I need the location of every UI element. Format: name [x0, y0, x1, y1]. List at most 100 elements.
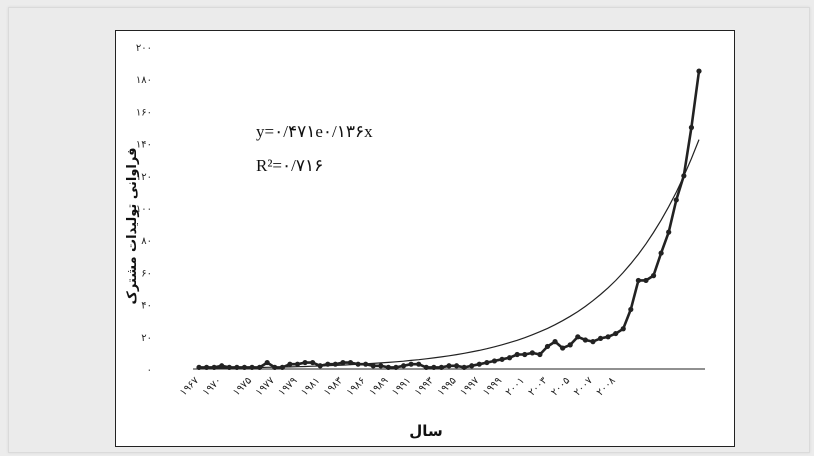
data-point [272, 364, 278, 370]
y-tick-label: ۱۸۰ [136, 75, 152, 86]
data-point [363, 361, 369, 367]
data-point [393, 364, 399, 370]
data-point [590, 339, 596, 345]
data-point [605, 334, 611, 340]
data-point [628, 306, 634, 313]
data-point [650, 273, 657, 279]
data-point [257, 364, 263, 370]
data-point [446, 363, 452, 369]
x-tick-label: ۱۹۹۵ [436, 375, 459, 398]
data-point [325, 361, 331, 367]
x-tick-label: ۱۹۸۳ [322, 375, 345, 398]
data-point [613, 330, 619, 337]
y-tick-label: ۲۰ [141, 333, 152, 344]
data-point [408, 361, 414, 367]
x-tick-label: ۲۰۰۵ [549, 375, 572, 398]
x-tick-label: ۱۹۸۹ [368, 375, 391, 398]
data-point [696, 68, 702, 74]
y-tick-label: ۰ [147, 365, 152, 376]
data-point [469, 363, 475, 369]
data-point [400, 363, 407, 369]
data-point [203, 364, 210, 370]
data-point [196, 364, 202, 370]
y-tick-label: ۱۲۰ [136, 172, 152, 183]
data-point [249, 364, 255, 370]
data-point [241, 364, 248, 370]
data-point [416, 361, 422, 367]
x-axis-label: سال [409, 422, 442, 440]
x-tick-label: ۱۹۶۷ [178, 375, 201, 398]
data-point [431, 364, 437, 370]
data-point [507, 355, 513, 361]
data-point [688, 124, 695, 131]
series-points [196, 68, 702, 370]
data-point [658, 250, 664, 256]
data-point [499, 356, 505, 362]
x-tick-label: ۲۰۰۸ [595, 375, 618, 398]
trendline-equation: y=۰/۴۷۱e۰/۱۳۶x [256, 122, 373, 141]
data-point [673, 197, 679, 203]
x-tick-label: ۱۹۷۵ [231, 375, 254, 398]
x-tick-label: ۱۹۸۱ [299, 375, 322, 398]
y-tick-label: ۱۰۰ [136, 204, 152, 215]
x-tick-label: ۱۹۹۷ [458, 375, 481, 398]
y-tick-label: ۲۰۰ [136, 43, 152, 54]
y-tick-label: ۱۶۰ [136, 107, 152, 118]
data-point [575, 334, 581, 340]
data-point [355, 361, 361, 367]
y-axis-label: فراوانی تولیدات مشترک [125, 148, 140, 305]
x-tick-label: ۱۹۹۱ [390, 375, 413, 398]
trendline-equation-text: y=۰/۴۷۱e۰/۱۳۶x [256, 122, 373, 141]
data-point [302, 359, 308, 366]
data-point [552, 339, 558, 345]
r-squared-text: R²=۰/۷۱۶ [256, 156, 323, 175]
x-tick-label: ۱۹۷۹ [277, 375, 300, 398]
data-point [385, 364, 391, 370]
data-point [560, 345, 566, 351]
data-point [211, 364, 217, 370]
data-point [310, 359, 316, 366]
data-point [234, 364, 240, 370]
x-tick-label: ۲۰۰۱ [504, 375, 527, 398]
data-point [635, 277, 641, 284]
x-tick-label: ۲۰۰۷ [572, 375, 595, 398]
r-squared-label: R²=۰/۷۱۶ [256, 156, 323, 175]
y-axis-ticks: ۰ ۲۰ ۴۰ ۶۰ ۸۰ ۱۰۰ ۱۲۰ ۱۴۰ ۱۶۰ ۱۸۰ ۲۰۰ [136, 43, 152, 376]
x-axis-ticks: ۱۹۶۷ ۱۹۷۰ ۱۹۷۵ ۱۹۷۷ ۱۹۷۹ ۱۹۸۱ ۱۹۸۳ ۱۹۸۶ ۱۹۸۹ ۱۹۹۱… [178, 375, 618, 398]
data-point [597, 335, 604, 342]
data-point [514, 351, 520, 358]
data-point [423, 364, 429, 370]
data-point [287, 361, 293, 367]
chart-svg: ۰ ۲۰ ۴۰ ۶۰ ۸۰ ۱۰۰ ۱۲۰ ۱۴۰ ۱۶۰ ۱۸۰ ۲۰۰ ۱۹۶۷ ۱۹۷۰ ۱۹۷۵… [125, 43, 705, 440]
data-point [544, 343, 551, 350]
data-point [347, 359, 354, 366]
data-point [332, 361, 338, 367]
data-point [226, 364, 232, 370]
x-tick-label: ۱۹۷۰ [201, 375, 224, 398]
data-point [340, 359, 346, 366]
x-tick-label: ۱۹۷۷ [254, 375, 277, 398]
y-tick-label: ۶۰ [141, 268, 152, 279]
x-tick-label: ۲۰۰۳ [527, 375, 550, 398]
x-tick-label: ۱۹۸۶ [345, 375, 368, 398]
series-line [199, 70, 701, 369]
y-tick-label: ۱۴۰ [136, 140, 152, 151]
data-point [491, 358, 498, 364]
data-point [219, 363, 225, 369]
data-point [522, 351, 528, 358]
data-point [681, 173, 687, 179]
data-point [317, 363, 323, 369]
data-point [370, 363, 376, 369]
y-tick-label: ۸۰ [141, 236, 152, 247]
data-point [279, 364, 285, 370]
data-point [643, 277, 649, 284]
data-point [484, 359, 490, 366]
chart-frame: ۰ ۲۰ ۴۰ ۶۰ ۸۰ ۱۰۰ ۱۲۰ ۱۴۰ ۱۶۰ ۱۸۰ ۲۰۰ ۱۹۶۷ ۱۹۷۰ ۱۹۷۵… [115, 30, 735, 447]
x-tick-label: ۱۹۹۳ [413, 375, 436, 398]
x-tick-label: ۱۹۹۹ [481, 375, 504, 398]
data-point [378, 363, 384, 369]
data-point [438, 364, 445, 370]
y-tick-label: ۴۰ [141, 301, 152, 312]
data-point [537, 351, 543, 358]
data-point [666, 229, 672, 235]
